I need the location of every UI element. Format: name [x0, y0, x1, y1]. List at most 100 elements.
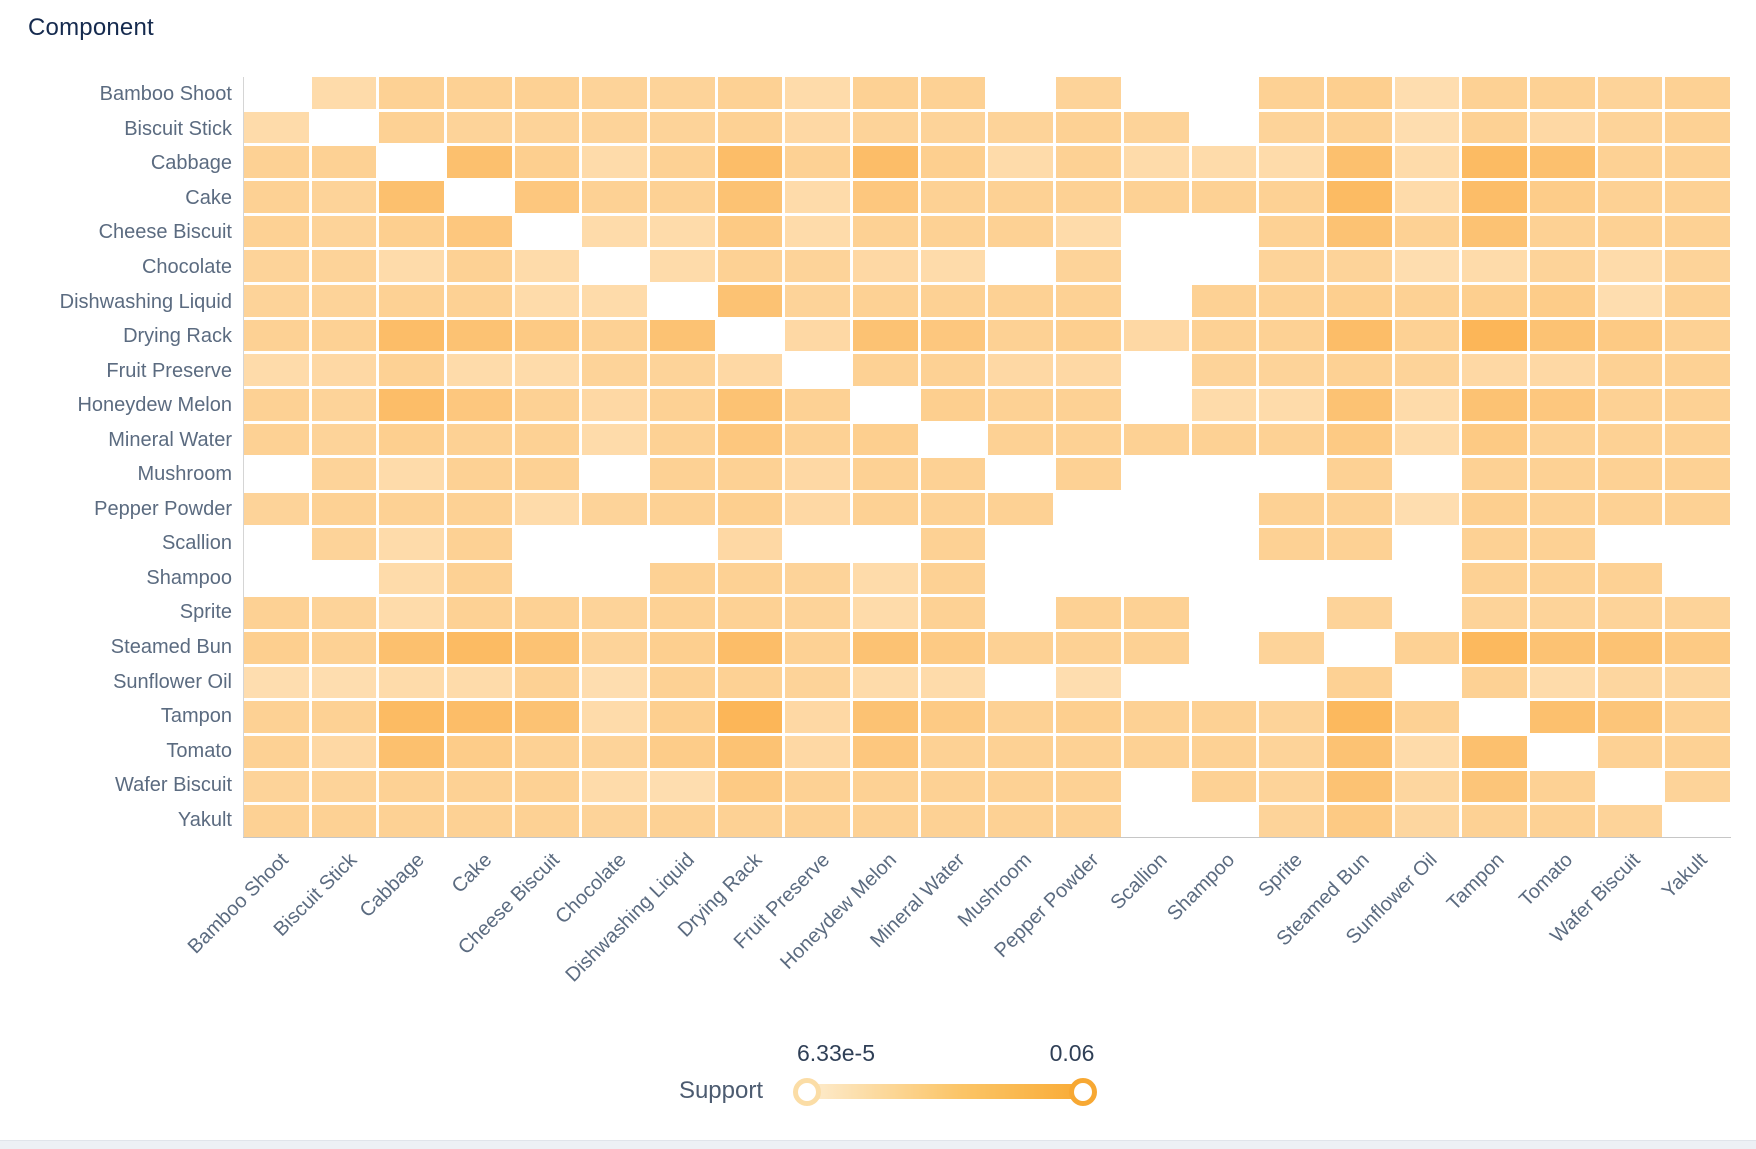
heatmap-cell[interactable]	[1529, 77, 1595, 109]
heatmap-cell[interactable]	[1394, 701, 1460, 733]
heatmap-cell[interactable]	[785, 77, 851, 109]
heatmap-cell[interactable]	[988, 493, 1054, 525]
heatmap-cell[interactable]	[311, 215, 377, 248]
heatmap-cell[interactable]	[1462, 215, 1527, 248]
heatmap-cell[interactable]	[1462, 458, 1527, 491]
heatmap-cell[interactable]	[311, 423, 377, 456]
heatmap-cell[interactable]	[717, 181, 783, 213]
heatmap-cell[interactable]	[1394, 250, 1460, 283]
heatmap-cell[interactable]	[920, 666, 986, 699]
heatmap-cell[interactable]	[1326, 250, 1392, 283]
heatmap-cell[interactable]	[1259, 527, 1324, 560]
heatmap-cell[interactable]	[717, 458, 783, 491]
heatmap-cell[interactable]	[650, 77, 715, 109]
heatmap-cell[interactable]	[582, 597, 648, 629]
heatmap-cell[interactable]	[514, 181, 580, 213]
bottom-scrollbar-track[interactable]	[0, 1140, 1756, 1149]
heatmap-cell[interactable]	[1123, 111, 1189, 144]
heatmap-cell[interactable]	[1056, 631, 1121, 664]
heatmap-cell[interactable]	[1394, 423, 1460, 456]
heatmap-cell[interactable]	[717, 527, 783, 560]
heatmap-cell[interactable]	[988, 631, 1054, 664]
heatmap-cell[interactable]	[244, 493, 309, 525]
heatmap-cell[interactable]	[650, 111, 715, 144]
heatmap-cell[interactable]	[717, 597, 783, 629]
heatmap-cell[interactable]	[853, 354, 918, 387]
heatmap-cell[interactable]	[650, 319, 715, 352]
heatmap-cell[interactable]	[1191, 319, 1257, 352]
heatmap-cell[interactable]	[650, 354, 715, 387]
heatmap-cell[interactable]	[379, 458, 445, 491]
heatmap-cell[interactable]	[1326, 735, 1392, 768]
heatmap-cell[interactable]	[1529, 181, 1595, 213]
heatmap-cell[interactable]	[650, 181, 715, 213]
heatmap-cell[interactable]	[379, 770, 445, 803]
heatmap-cell[interactable]	[1326, 458, 1392, 491]
heatmap-cell[interactable]	[514, 458, 580, 491]
heatmap-cell[interactable]	[785, 735, 851, 768]
heatmap-cell[interactable]	[853, 146, 918, 179]
heatmap-cell[interactable]	[1056, 215, 1121, 248]
heatmap-cell[interactable]	[1665, 181, 1730, 213]
heatmap-cell[interactable]	[1665, 77, 1730, 109]
heatmap-cell[interactable]	[1123, 631, 1189, 664]
heatmap-cell[interactable]	[379, 77, 445, 109]
heatmap-cell[interactable]	[1665, 111, 1730, 144]
heatmap-cell[interactable]	[717, 77, 783, 109]
heatmap-cell[interactable]	[1665, 701, 1730, 733]
heatmap-cell[interactable]	[1597, 423, 1663, 456]
heatmap-cell[interactable]	[920, 562, 986, 595]
heatmap-cell[interactable]	[1529, 319, 1595, 352]
heatmap-cell[interactable]	[1597, 319, 1663, 352]
heatmap-cell[interactable]	[988, 701, 1054, 733]
heatmap-cell[interactable]	[1665, 631, 1730, 664]
heatmap-cell[interactable]	[853, 631, 918, 664]
heatmap-cell[interactable]	[1665, 146, 1730, 179]
heatmap-cell[interactable]	[1056, 389, 1121, 421]
heatmap-cell[interactable]	[514, 111, 580, 144]
heatmap-cell[interactable]	[447, 423, 512, 456]
heatmap-cell[interactable]	[514, 389, 580, 421]
heatmap-cell[interactable]	[1597, 458, 1663, 491]
heatmap-cell[interactable]	[717, 631, 783, 664]
heatmap-cell[interactable]	[1529, 666, 1595, 699]
heatmap-cell[interactable]	[447, 562, 512, 595]
heatmap-cell[interactable]	[1597, 562, 1663, 595]
heatmap-cell[interactable]	[311, 770, 377, 803]
heatmap-cell[interactable]	[1259, 631, 1324, 664]
heatmap-cell[interactable]	[1056, 597, 1121, 629]
heatmap-cell[interactable]	[853, 423, 918, 456]
heatmap-cell[interactable]	[1394, 146, 1460, 179]
heatmap-cell[interactable]	[920, 493, 986, 525]
heatmap-cell[interactable]	[1529, 389, 1595, 421]
heatmap-cell[interactable]	[1462, 285, 1527, 317]
heatmap-cell[interactable]	[1326, 423, 1392, 456]
heatmap-cell[interactable]	[1123, 423, 1189, 456]
heatmap-cell[interactable]	[1394, 735, 1460, 768]
heatmap-cell[interactable]	[311, 389, 377, 421]
heatmap-cell[interactable]	[1665, 319, 1730, 352]
heatmap-cell[interactable]	[785, 181, 851, 213]
heatmap-cell[interactable]	[1462, 354, 1527, 387]
heatmap-cell[interactable]	[853, 285, 918, 317]
heatmap-cell[interactable]	[1394, 805, 1460, 837]
heatmap-cell[interactable]	[1191, 770, 1257, 803]
heatmap-cell[interactable]	[379, 423, 445, 456]
heatmap-cell[interactable]	[244, 354, 309, 387]
heatmap-cell[interactable]	[1326, 527, 1392, 560]
heatmap-cell[interactable]	[853, 77, 918, 109]
heatmap-cell[interactable]	[785, 146, 851, 179]
heatmap-cell[interactable]	[920, 285, 986, 317]
heatmap-cell[interactable]	[1529, 423, 1595, 456]
heatmap-cell[interactable]	[920, 735, 986, 768]
heatmap-cell[interactable]	[1529, 631, 1595, 664]
heatmap-cell[interactable]	[311, 701, 377, 733]
heatmap-cell[interactable]	[582, 423, 648, 456]
heatmap-cell[interactable]	[785, 111, 851, 144]
heatmap-cell[interactable]	[1597, 493, 1663, 525]
heatmap-cell[interactable]	[1259, 493, 1324, 525]
heatmap-cell[interactable]	[447, 805, 512, 837]
heatmap-cell[interactable]	[1529, 770, 1595, 803]
heatmap-cell[interactable]	[244, 701, 309, 733]
heatmap-cell[interactable]	[1529, 111, 1595, 144]
